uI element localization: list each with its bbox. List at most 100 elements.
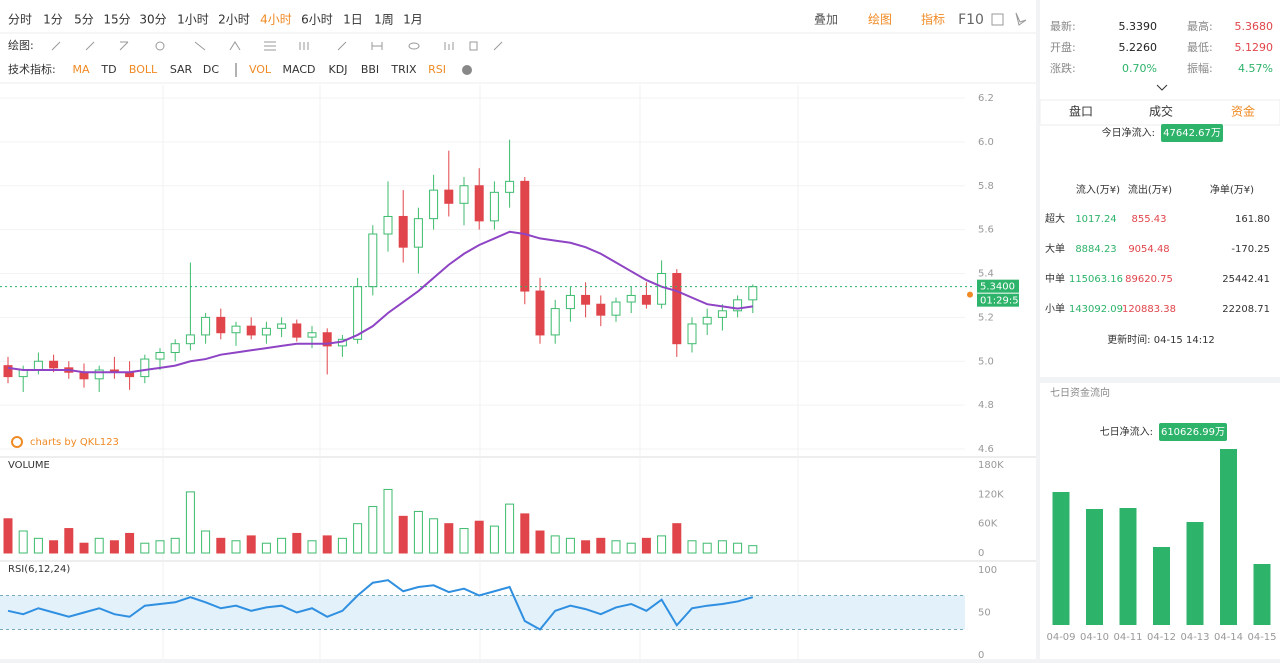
quote-value: 5.3390	[1119, 20, 1158, 33]
toolbar-action[interactable]: 叠加	[814, 13, 838, 27]
volume-bar	[337, 537, 347, 554]
candle-body	[398, 215, 408, 248]
indicator-button[interactable]: KDJ	[329, 63, 348, 76]
candle-body	[657, 273, 667, 305]
y-tick-label: 6.2	[978, 93, 994, 104]
bar	[1052, 492, 1070, 625]
candle-body	[641, 294, 651, 305]
today-value: 47642.67万	[1163, 128, 1221, 139]
countdown-tag	[977, 293, 1019, 307]
period-button[interactable]: 30分	[139, 13, 166, 27]
volume-bar	[596, 537, 606, 554]
tab[interactable]: 成交	[1149, 104, 1173, 119]
net: -170.25	[1231, 244, 1270, 255]
volume-bar	[307, 540, 317, 554]
quote-label: 涨跌:	[1050, 61, 1076, 75]
volume-bar	[611, 540, 621, 554]
period-button[interactable]: 15分	[103, 13, 130, 27]
volume-bar	[64, 528, 74, 554]
rsi-line	[7, 579, 754, 631]
row-label: 超大	[1045, 212, 1065, 225]
y-tick-label: 180K	[978, 460, 1004, 471]
volume-bar	[626, 542, 636, 554]
volume-bar	[702, 542, 712, 554]
indicator-button[interactable]: VOL	[249, 63, 272, 76]
chart-title: 七日资金流向	[1050, 386, 1110, 399]
indicator-button[interactable]: MA	[72, 63, 89, 76]
expand-icon[interactable]	[1156, 84, 1168, 91]
volume-bar	[657, 535, 667, 554]
candle-body	[140, 358, 150, 378]
period-button[interactable]: 分时	[8, 13, 32, 27]
inflow: 8884.23	[1075, 244, 1116, 255]
candle-body	[489, 191, 499, 222]
outflow: 120883.38	[1122, 304, 1176, 315]
volume-bar	[733, 542, 743, 554]
bar	[1086, 509, 1103, 625]
candle-body	[3, 365, 13, 378]
volume-bar	[125, 532, 135, 554]
settings-icon[interactable]	[462, 65, 472, 75]
volume-bar	[444, 523, 454, 554]
indicator-button[interactable]: TD	[100, 63, 116, 76]
y-tick-label: 5.4	[978, 269, 994, 280]
indicator-button[interactable]: RSI	[428, 63, 446, 76]
toolbar-icons[interactable]	[991, 12, 1027, 26]
candle-body	[565, 294, 575, 310]
volume-bar	[277, 537, 287, 554]
period-button[interactable]: 5分	[74, 13, 94, 27]
draw-tools[interactable]	[51, 41, 503, 51]
period-button[interactable]: 2小时	[218, 13, 250, 27]
period-button[interactable]: 1周	[374, 13, 394, 27]
row-label: 小单	[1045, 303, 1065, 315]
bar	[1253, 564, 1271, 625]
volume-bar	[261, 542, 271, 554]
outflow: 9054.48	[1128, 244, 1169, 255]
candle-body	[550, 308, 560, 336]
indicator-button[interactable]: BOLL	[129, 63, 158, 76]
indicator-button[interactable]: SAR	[170, 63, 193, 76]
candle-body	[505, 180, 515, 193]
chart-panel	[0, 0, 1036, 659]
candle-body	[170, 343, 180, 353]
tab[interactable]: 盘口	[1069, 104, 1093, 119]
volume-bar	[185, 491, 195, 554]
candle-body	[201, 316, 211, 336]
candle-body	[687, 323, 697, 345]
volume-bar	[520, 513, 530, 554]
period-button[interactable]: 1月	[403, 13, 423, 27]
volume-bar	[535, 530, 545, 554]
volume-bar	[353, 523, 363, 554]
table-header: 流入(万¥)	[1076, 183, 1120, 196]
volume-bar	[550, 535, 560, 554]
indicator-button[interactable]: TRIX	[390, 63, 417, 76]
period-button[interactable]: 4小时	[260, 13, 292, 27]
volume-bar	[231, 540, 241, 554]
f10-button[interactable]: F10	[958, 12, 984, 28]
volume-bar	[170, 537, 180, 554]
volume-bar	[49, 540, 59, 554]
period-button[interactable]: 1日	[343, 13, 363, 27]
toolbar-action[interactable]: 指标	[921, 12, 945, 27]
countdown-label: 01:29:53	[980, 296, 1025, 307]
volume-bar	[155, 540, 165, 554]
period-button[interactable]: 1小时	[177, 13, 209, 27]
period-button[interactable]: 1分	[43, 13, 63, 27]
candle-body	[413, 218, 423, 248]
indicator-button[interactable]: DC	[203, 63, 219, 76]
net-label: 七日净流入:	[1100, 425, 1153, 438]
candle-body	[581, 294, 591, 305]
candle-body	[322, 332, 332, 347]
toolbar-action[interactable]: 绘图	[868, 12, 892, 27]
vertical-grid	[162, 85, 799, 659]
indicator-button[interactable]: BBI	[361, 63, 379, 76]
inflow: 143092.09	[1069, 304, 1123, 315]
volume-bar	[398, 515, 408, 554]
y-tick-label: 5.2	[978, 312, 994, 323]
period-button[interactable]: 6小时	[301, 13, 333, 27]
indicator-button[interactable]: MACD	[283, 63, 316, 76]
y-tick-label: 0	[978, 650, 984, 659]
tab[interactable]: 资金	[1231, 104, 1255, 119]
candle-body	[94, 369, 104, 380]
